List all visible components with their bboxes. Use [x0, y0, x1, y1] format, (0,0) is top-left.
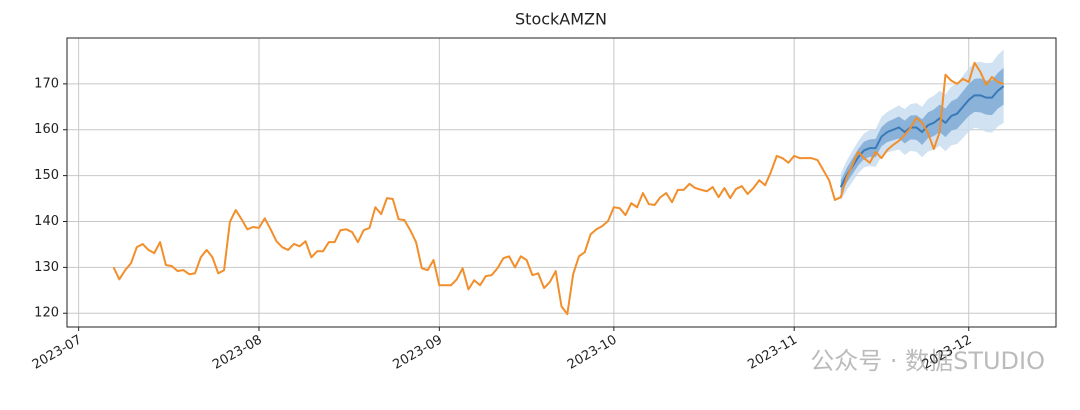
y-tick-label: 170 — [34, 76, 59, 91]
series-line — [839, 85, 1005, 188]
y-tick-label: 160 — [34, 122, 59, 137]
y-tick-label: 120 — [34, 306, 59, 321]
y-tick-label: 140 — [34, 214, 59, 229]
plot-frame — [66, 37, 1057, 328]
x-tick-label: 2023-10 — [565, 333, 620, 373]
x-tick-label: 2023-08 — [210, 333, 265, 373]
y-tick-label: 150 — [34, 168, 59, 183]
chart-title: StockAMZN — [515, 10, 607, 29]
x-tick-label: 2023-11 — [745, 333, 800, 373]
watermark: 公众号 · 数据STUDIO — [810, 347, 1045, 375]
x-tick-label: 2023-07 — [30, 333, 85, 373]
x-tick-label: 2023-09 — [391, 333, 446, 373]
series-line — [112, 61, 1004, 316]
y-tick-label: 130 — [34, 260, 59, 275]
